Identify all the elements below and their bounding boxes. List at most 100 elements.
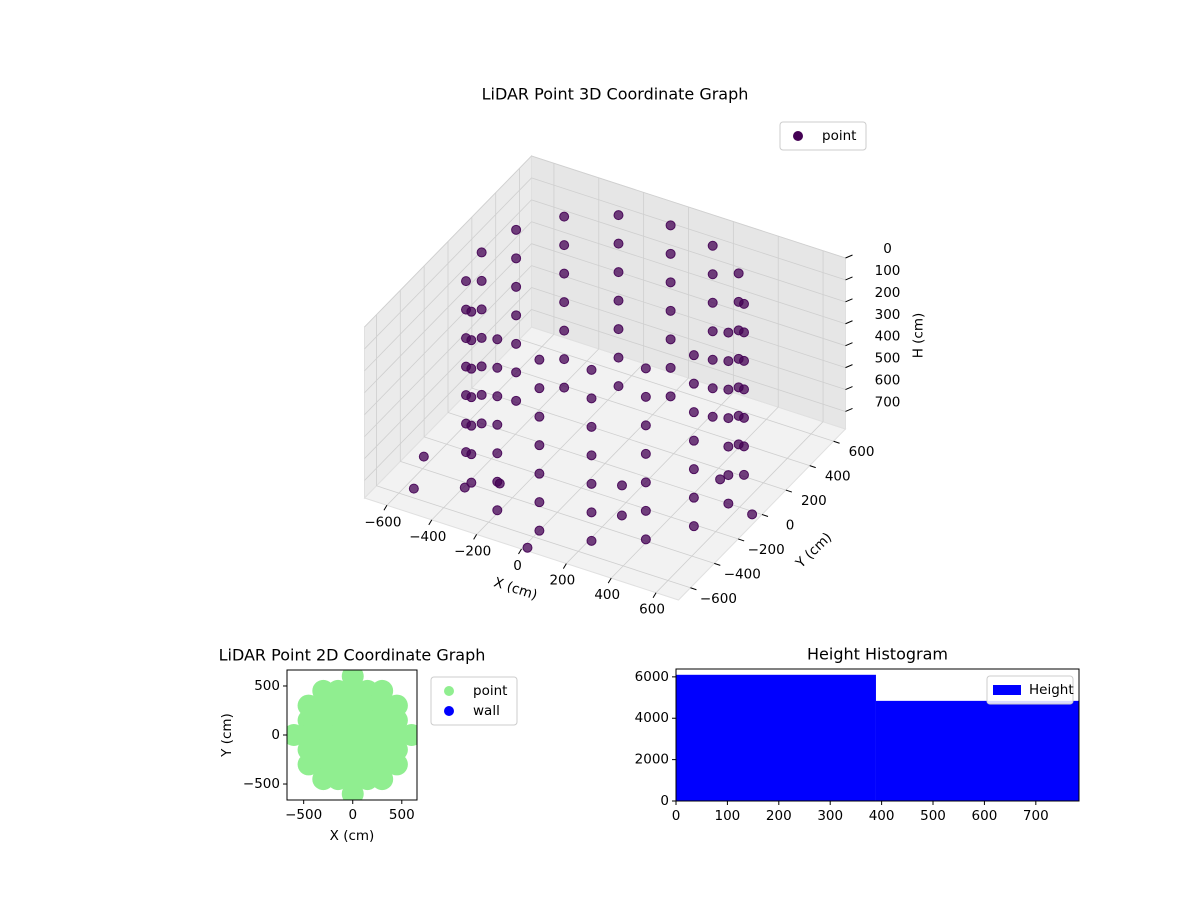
tick	[845, 342, 853, 347]
point	[665, 248, 676, 259]
point	[733, 296, 744, 307]
point	[534, 354, 545, 365]
grid-line	[447, 412, 763, 515]
point	[688, 378, 699, 389]
x-tick-label: 400	[869, 808, 895, 824]
point	[400, 724, 417, 746]
tick	[761, 514, 769, 517]
axes-frame	[675, 668, 1080, 802]
point	[559, 268, 570, 279]
point	[476, 418, 487, 429]
tick	[845, 364, 853, 369]
y-tick-label: 6000	[635, 669, 669, 685]
tick	[714, 562, 721, 566]
x-tick-label: −400	[409, 529, 446, 545]
point	[492, 391, 503, 402]
grid-line	[364, 221, 532, 394]
tick	[690, 587, 697, 591]
legend-box	[986, 675, 1074, 705]
tick	[518, 548, 522, 555]
legend-marker	[793, 131, 803, 141]
point	[640, 477, 651, 488]
tick	[809, 465, 816, 469]
grid-line	[531, 177, 846, 281]
point	[341, 782, 364, 800]
legend-label: wall	[473, 703, 500, 719]
grid-line	[400, 460, 715, 564]
y-tick-label: 2000	[635, 752, 669, 768]
y-axis-label: Y (cm)	[219, 713, 235, 758]
point	[723, 413, 734, 424]
point	[723, 470, 734, 481]
point	[613, 267, 624, 278]
x-tick-label: −500	[285, 807, 322, 823]
point	[715, 474, 726, 485]
point	[688, 492, 699, 503]
y-tick-label: 0	[271, 727, 280, 743]
grid-line	[531, 309, 846, 412]
point	[522, 542, 533, 553]
point	[476, 361, 487, 372]
grid-line	[471, 387, 786, 491]
point	[613, 295, 624, 306]
chart-title: LiDAR Point 3D Coordinate Graph	[482, 85, 749, 104]
point	[640, 363, 651, 374]
tick	[785, 489, 793, 493]
point	[476, 247, 487, 258]
point	[534, 440, 545, 451]
y-tick-label: 400	[825, 469, 851, 485]
plot-area	[287, 670, 417, 800]
point	[640, 448, 651, 459]
point	[511, 224, 522, 235]
point	[492, 448, 503, 459]
y-tick-label: 600	[849, 444, 875, 460]
point	[459, 482, 470, 493]
x-tick-label: −600	[364, 514, 401, 530]
point	[665, 305, 676, 316]
point	[511, 310, 522, 321]
x-tick-label: 300	[817, 808, 843, 824]
point	[418, 451, 429, 462]
point	[733, 410, 744, 421]
z-tick-label: 0	[883, 241, 892, 257]
point	[586, 421, 597, 432]
point	[707, 297, 718, 308]
point	[408, 483, 419, 494]
tick	[607, 577, 612, 584]
x-tick-label: 100	[715, 808, 741, 824]
x-tick-label: −200	[454, 543, 491, 559]
point	[476, 275, 487, 286]
z-tick-label: 300	[875, 307, 901, 323]
y-tick-label: −600	[700, 591, 737, 607]
grid-line	[531, 155, 846, 259]
point	[559, 297, 570, 308]
point	[707, 269, 718, 280]
point	[586, 450, 597, 461]
grid-line	[531, 199, 846, 303]
y-tick-label: 0	[786, 518, 795, 534]
tick	[473, 534, 478, 540]
point	[733, 268, 744, 279]
legend-label: point	[473, 683, 507, 699]
x-axis-label: X (cm)	[330, 828, 375, 844]
grid-line	[364, 287, 532, 459]
point	[613, 238, 624, 249]
point	[385, 753, 408, 776]
point	[511, 253, 522, 264]
point	[559, 354, 570, 365]
x-tick-label: 500	[389, 807, 415, 823]
point	[688, 521, 699, 532]
point	[492, 334, 503, 345]
x-tick-label: 0	[513, 558, 522, 574]
legend-label: point	[822, 128, 856, 144]
grid-line	[364, 199, 532, 372]
point	[723, 327, 734, 338]
point	[723, 498, 734, 509]
point	[665, 362, 676, 373]
grid-line	[495, 363, 810, 467]
legend-marker	[444, 686, 454, 696]
point	[723, 384, 734, 395]
grid-line	[364, 177, 532, 350]
legend-label: Height	[1029, 682, 1074, 698]
